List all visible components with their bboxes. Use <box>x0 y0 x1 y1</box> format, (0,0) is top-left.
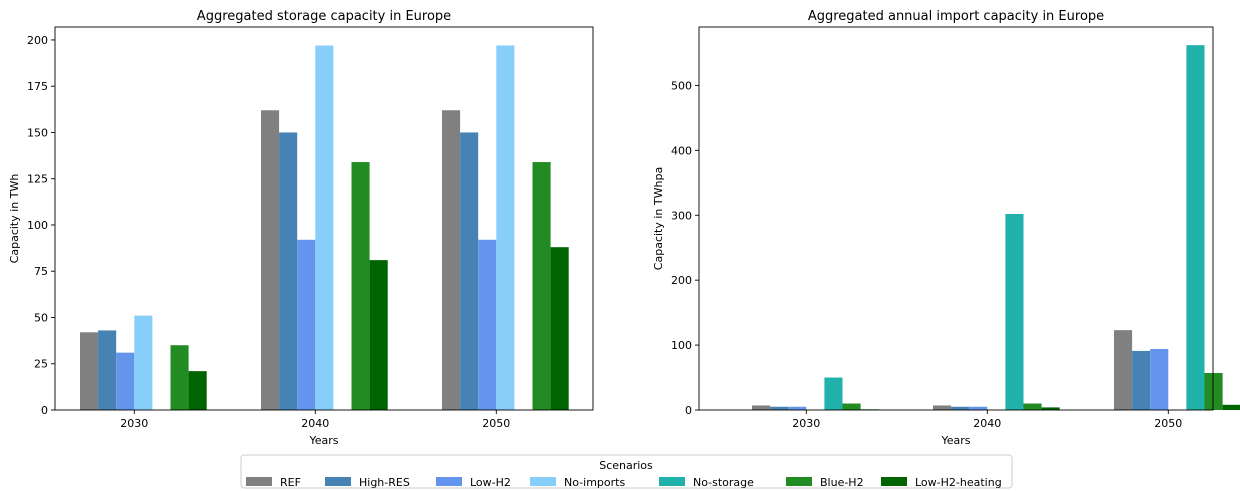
legend-swatch-blue-h2 <box>786 477 812 486</box>
bar-high-res-2030 <box>770 407 788 410</box>
x-tick-label: 2030 <box>120 417 148 430</box>
y-axis-label: Capacity in TWh <box>8 174 21 264</box>
bar-low-h2-2050 <box>478 240 496 410</box>
x-tick-label: 2040 <box>301 417 329 430</box>
bar-low-h2-2030 <box>788 407 806 410</box>
bar-low-h2-heating-2030 <box>189 371 207 410</box>
y-tick-label: 125 <box>27 173 48 186</box>
legend-label-low-h2: Low-H2 <box>470 476 511 489</box>
x-axis-label: Years <box>308 434 338 447</box>
bar-blue-h2-2050 <box>1205 373 1223 410</box>
legend-swatch-no-imports <box>530 477 556 486</box>
bar-ref-2040 <box>261 110 279 410</box>
bar-high-res-2050 <box>1132 351 1150 410</box>
bar-blue-h2-2050 <box>533 162 551 410</box>
bar-low-h2-heating-2050 <box>551 247 569 410</box>
bar-ref-2050 <box>1114 330 1132 410</box>
y-tick-label: 500 <box>671 79 692 92</box>
x-tick-label: 2050 <box>482 417 510 430</box>
bar-ref-2030 <box>752 405 770 410</box>
x-tick-label: 2050 <box>1154 417 1182 430</box>
y-axis-label: Capacity in TWhpa <box>652 167 665 270</box>
chart-title: Aggregated storage capacity in Europe <box>197 9 451 24</box>
y-tick-label: 200 <box>671 274 692 287</box>
bar-no-storage-2050 <box>1186 45 1204 410</box>
legend-label-blue-h2: Blue-H2 <box>820 476 864 489</box>
legend-label-low-h2-heating: Low-H2-heating <box>915 476 1002 489</box>
legend-label-ref: REF <box>280 476 301 489</box>
legend-label-no-storage: No-storage <box>693 476 754 489</box>
bar-low-h2-2050 <box>1150 349 1168 410</box>
legend-swatch-ref <box>246 477 272 486</box>
bar-high-res-2040 <box>951 407 969 410</box>
legend: Scenarios REF High-RES Low-H2 No-imports No-s… <box>241 455 1012 489</box>
bar-low-h2-2040 <box>969 407 987 410</box>
y-tick-label: 75 <box>34 265 48 278</box>
y-tick-label: 200 <box>27 34 48 47</box>
y-tick-label: 25 <box>34 358 48 371</box>
bar-high-res-2040 <box>279 132 297 410</box>
y-tick-label: 50 <box>34 311 48 324</box>
legend-swatch-high-res <box>325 477 351 486</box>
bar-no-imports-2030 <box>134 316 152 410</box>
chart-1: 0 25 50 75 100 125 150 175 200 2030 2040 2050 Aggreg… <box>8 9 593 447</box>
bar-low-h2-2030 <box>116 353 134 410</box>
chart-title: Aggregated annual import capacity in Eur… <box>808 9 1104 24</box>
y-tick-label: 400 <box>671 144 692 157</box>
y-tick-label: 100 <box>27 219 48 232</box>
bar-blue-h2-2030 <box>171 345 189 410</box>
legend-label-no-imports: No-imports <box>564 476 625 489</box>
bar-blue-h2-2040 <box>1024 404 1042 410</box>
legend-swatch-no-storage <box>659 477 685 486</box>
bar-no-storage-2030 <box>824 378 842 410</box>
y-tick-label: 175 <box>27 80 48 93</box>
bar-blue-h2-2030 <box>843 404 861 410</box>
legend-swatch-low-h2-heating <box>881 477 907 486</box>
x-axis-label: Years <box>940 434 970 447</box>
chart-2: 0 100 200 300 400 500 2030 2040 2050 Aggregated a… <box>652 9 1240 447</box>
x-tick-label: 2030 <box>792 417 820 430</box>
bar-low-h2-heating-2040 <box>370 260 388 410</box>
bar-no-imports-2050 <box>496 46 514 411</box>
bar-ref-2030 <box>80 332 98 410</box>
legend-title: Scenarios <box>599 459 653 472</box>
bar-high-res-2030 <box>98 330 116 410</box>
bar-low-h2-heating-2050 <box>1223 405 1240 410</box>
bar-no-storage-2040 <box>1005 214 1023 410</box>
y-tick-label: 0 <box>685 404 692 417</box>
bar-ref-2040 <box>933 405 951 410</box>
y-tick-label: 150 <box>27 126 48 139</box>
y-tick-label: 0 <box>41 404 48 417</box>
legend-label-high-res: High-RES <box>359 476 410 489</box>
y-tick-label: 300 <box>671 209 692 222</box>
bar-blue-h2-2040 <box>352 162 370 410</box>
bar-high-res-2050 <box>460 132 478 410</box>
bar-no-imports-2040 <box>315 46 333 411</box>
bar-low-h2-2040 <box>297 240 315 410</box>
x-tick-label: 2040 <box>973 417 1001 430</box>
y-tick-label: 100 <box>671 339 692 352</box>
bar-ref-2050 <box>442 110 460 410</box>
legend-swatch-low-h2 <box>436 477 462 486</box>
